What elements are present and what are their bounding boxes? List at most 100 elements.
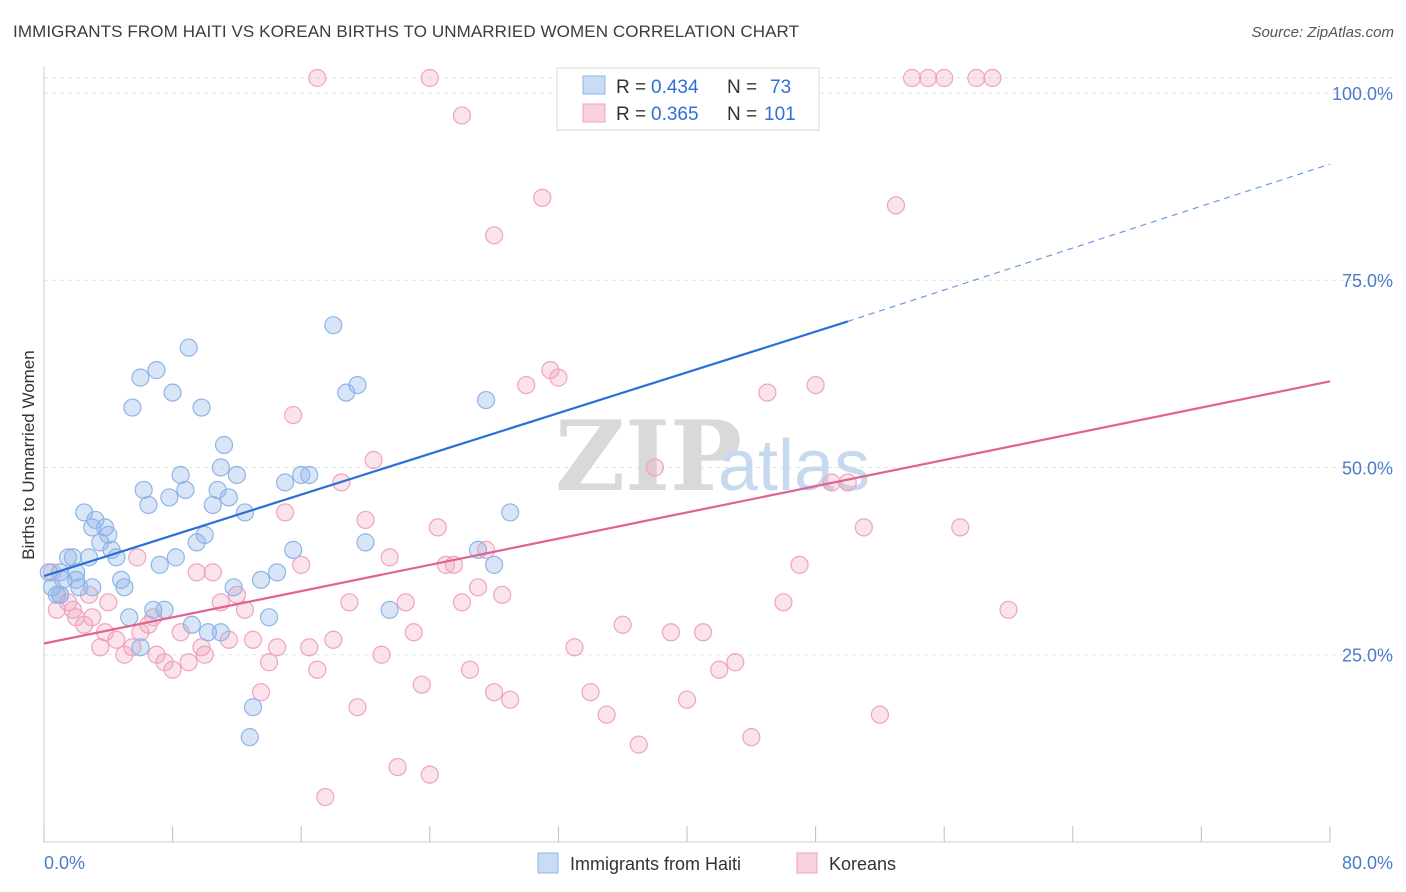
haiti-point bbox=[179, 338, 198, 357]
haiti-point bbox=[63, 548, 83, 567]
legend-n-value-1: 73 bbox=[770, 77, 791, 98]
koreans-point bbox=[203, 563, 222, 582]
haiti-point bbox=[284, 540, 303, 559]
koreans-point bbox=[276, 503, 295, 522]
haiti-point bbox=[219, 488, 238, 507]
koreans-point bbox=[645, 458, 664, 477]
haiti-point bbox=[163, 383, 182, 402]
koreans-point bbox=[597, 705, 616, 724]
koreans-point bbox=[902, 68, 922, 88]
y-axis-label: Births to Unmarried Women bbox=[19, 350, 38, 559]
haiti-points bbox=[39, 68, 761, 747]
koreans-point bbox=[629, 735, 648, 754]
bottom-legend-swatch-haiti bbox=[537, 852, 559, 874]
koreans-point bbox=[396, 593, 415, 612]
koreans-point bbox=[468, 578, 488, 597]
legend-r-label-1: R = bbox=[616, 77, 646, 98]
koreans-point bbox=[983, 68, 1002, 88]
koreans-point bbox=[235, 600, 255, 619]
koreans-point bbox=[460, 660, 480, 679]
haiti-point bbox=[476, 390, 496, 410]
haiti-point bbox=[182, 615, 201, 634]
haiti-point bbox=[86, 510, 105, 530]
watermark-zip: ZIP bbox=[555, 400, 742, 513]
koreans-point bbox=[404, 623, 423, 642]
x-tick-max: 80.0% bbox=[1342, 853, 1393, 873]
axes bbox=[43, 66, 1331, 843]
koreans-point bbox=[91, 638, 110, 657]
legend-n-value-2: 101 bbox=[764, 104, 796, 125]
haiti-point bbox=[67, 570, 86, 589]
haiti-point bbox=[176, 480, 195, 500]
koreans-point bbox=[677, 690, 697, 709]
haiti-point bbox=[59, 548, 78, 567]
x-tick-min: 0.0% bbox=[44, 853, 85, 873]
haiti-point bbox=[160, 488, 179, 507]
haiti-point bbox=[224, 578, 243, 597]
y-tick-label: 25.0% bbox=[1342, 646, 1393, 666]
koreans-point bbox=[83, 608, 102, 627]
koreans-point bbox=[661, 623, 681, 642]
koreans-point bbox=[774, 593, 793, 612]
koreans-point bbox=[742, 728, 761, 747]
koreans-point bbox=[726, 653, 745, 672]
koreans-point bbox=[388, 757, 407, 777]
legend-r-value-1: 0.434 bbox=[651, 77, 699, 98]
haiti-point bbox=[259, 608, 279, 627]
koreans-point bbox=[292, 555, 311, 574]
legend-swatch-koreans bbox=[582, 103, 606, 123]
koreans-point bbox=[99, 593, 118, 612]
koreans-point bbox=[356, 510, 375, 530]
koreans-point bbox=[838, 473, 857, 492]
koreans-point bbox=[348, 698, 367, 717]
koreans-point bbox=[790, 555, 809, 574]
koreans-trend-line bbox=[43, 380, 1331, 645]
koreans-point bbox=[999, 600, 1018, 619]
koreans-point bbox=[758, 383, 777, 402]
haiti-point bbox=[134, 480, 153, 500]
legend-r-value-2: 0.365 bbox=[651, 104, 699, 125]
haiti-trend-line bbox=[43, 320, 849, 578]
koreans-point bbox=[565, 638, 584, 657]
koreans-point bbox=[452, 106, 472, 125]
koreans-point bbox=[806, 375, 825, 395]
haiti-point bbox=[115, 578, 134, 597]
koreans-point bbox=[316, 787, 335, 807]
bottom-legend-label-koreans: Koreans bbox=[829, 854, 896, 874]
haiti-point bbox=[267, 563, 287, 582]
koreans-point bbox=[485, 226, 504, 245]
haiti-point bbox=[240, 728, 259, 747]
legend-n-label-2: N = bbox=[727, 104, 757, 125]
haiti-point bbox=[131, 368, 150, 387]
koreans-point bbox=[324, 630, 343, 649]
koreans-point bbox=[251, 683, 271, 702]
haiti-point bbox=[107, 548, 126, 567]
haiti-point bbox=[380, 600, 399, 619]
chart-title: IMMIGRANTS FROM HAITI VS KOREAN BIRTHS T… bbox=[13, 22, 800, 41]
koreans-point bbox=[549, 368, 568, 387]
haiti-trend-extension bbox=[847, 163, 1331, 323]
koreans-point bbox=[693, 623, 713, 642]
koreans-point bbox=[581, 683, 600, 702]
haiti-point bbox=[195, 525, 214, 545]
haiti-point bbox=[211, 458, 230, 477]
haiti-point bbox=[99, 525, 118, 545]
haiti-point bbox=[123, 398, 142, 417]
koreans-point bbox=[308, 68, 327, 88]
koreans-point bbox=[710, 660, 729, 679]
haiti-point bbox=[211, 623, 230, 642]
koreans-point bbox=[259, 653, 279, 672]
koreans-point bbox=[935, 68, 954, 88]
koreans-point bbox=[372, 645, 391, 664]
stats-legend: R = 0.434 N = 73 R = 0.365 N = 101 bbox=[556, 67, 820, 131]
koreans-point bbox=[420, 765, 439, 784]
haiti-point bbox=[348, 375, 367, 395]
haiti-point bbox=[300, 465, 319, 485]
koreans-point bbox=[163, 660, 182, 679]
haiti-point bbox=[214, 435, 234, 455]
haiti-point bbox=[276, 473, 295, 492]
y-tick-label: 75.0% bbox=[1342, 271, 1393, 291]
watermark-atlas: atlas bbox=[718, 426, 870, 506]
koreans-point bbox=[428, 518, 447, 537]
koreans-point bbox=[47, 600, 66, 619]
